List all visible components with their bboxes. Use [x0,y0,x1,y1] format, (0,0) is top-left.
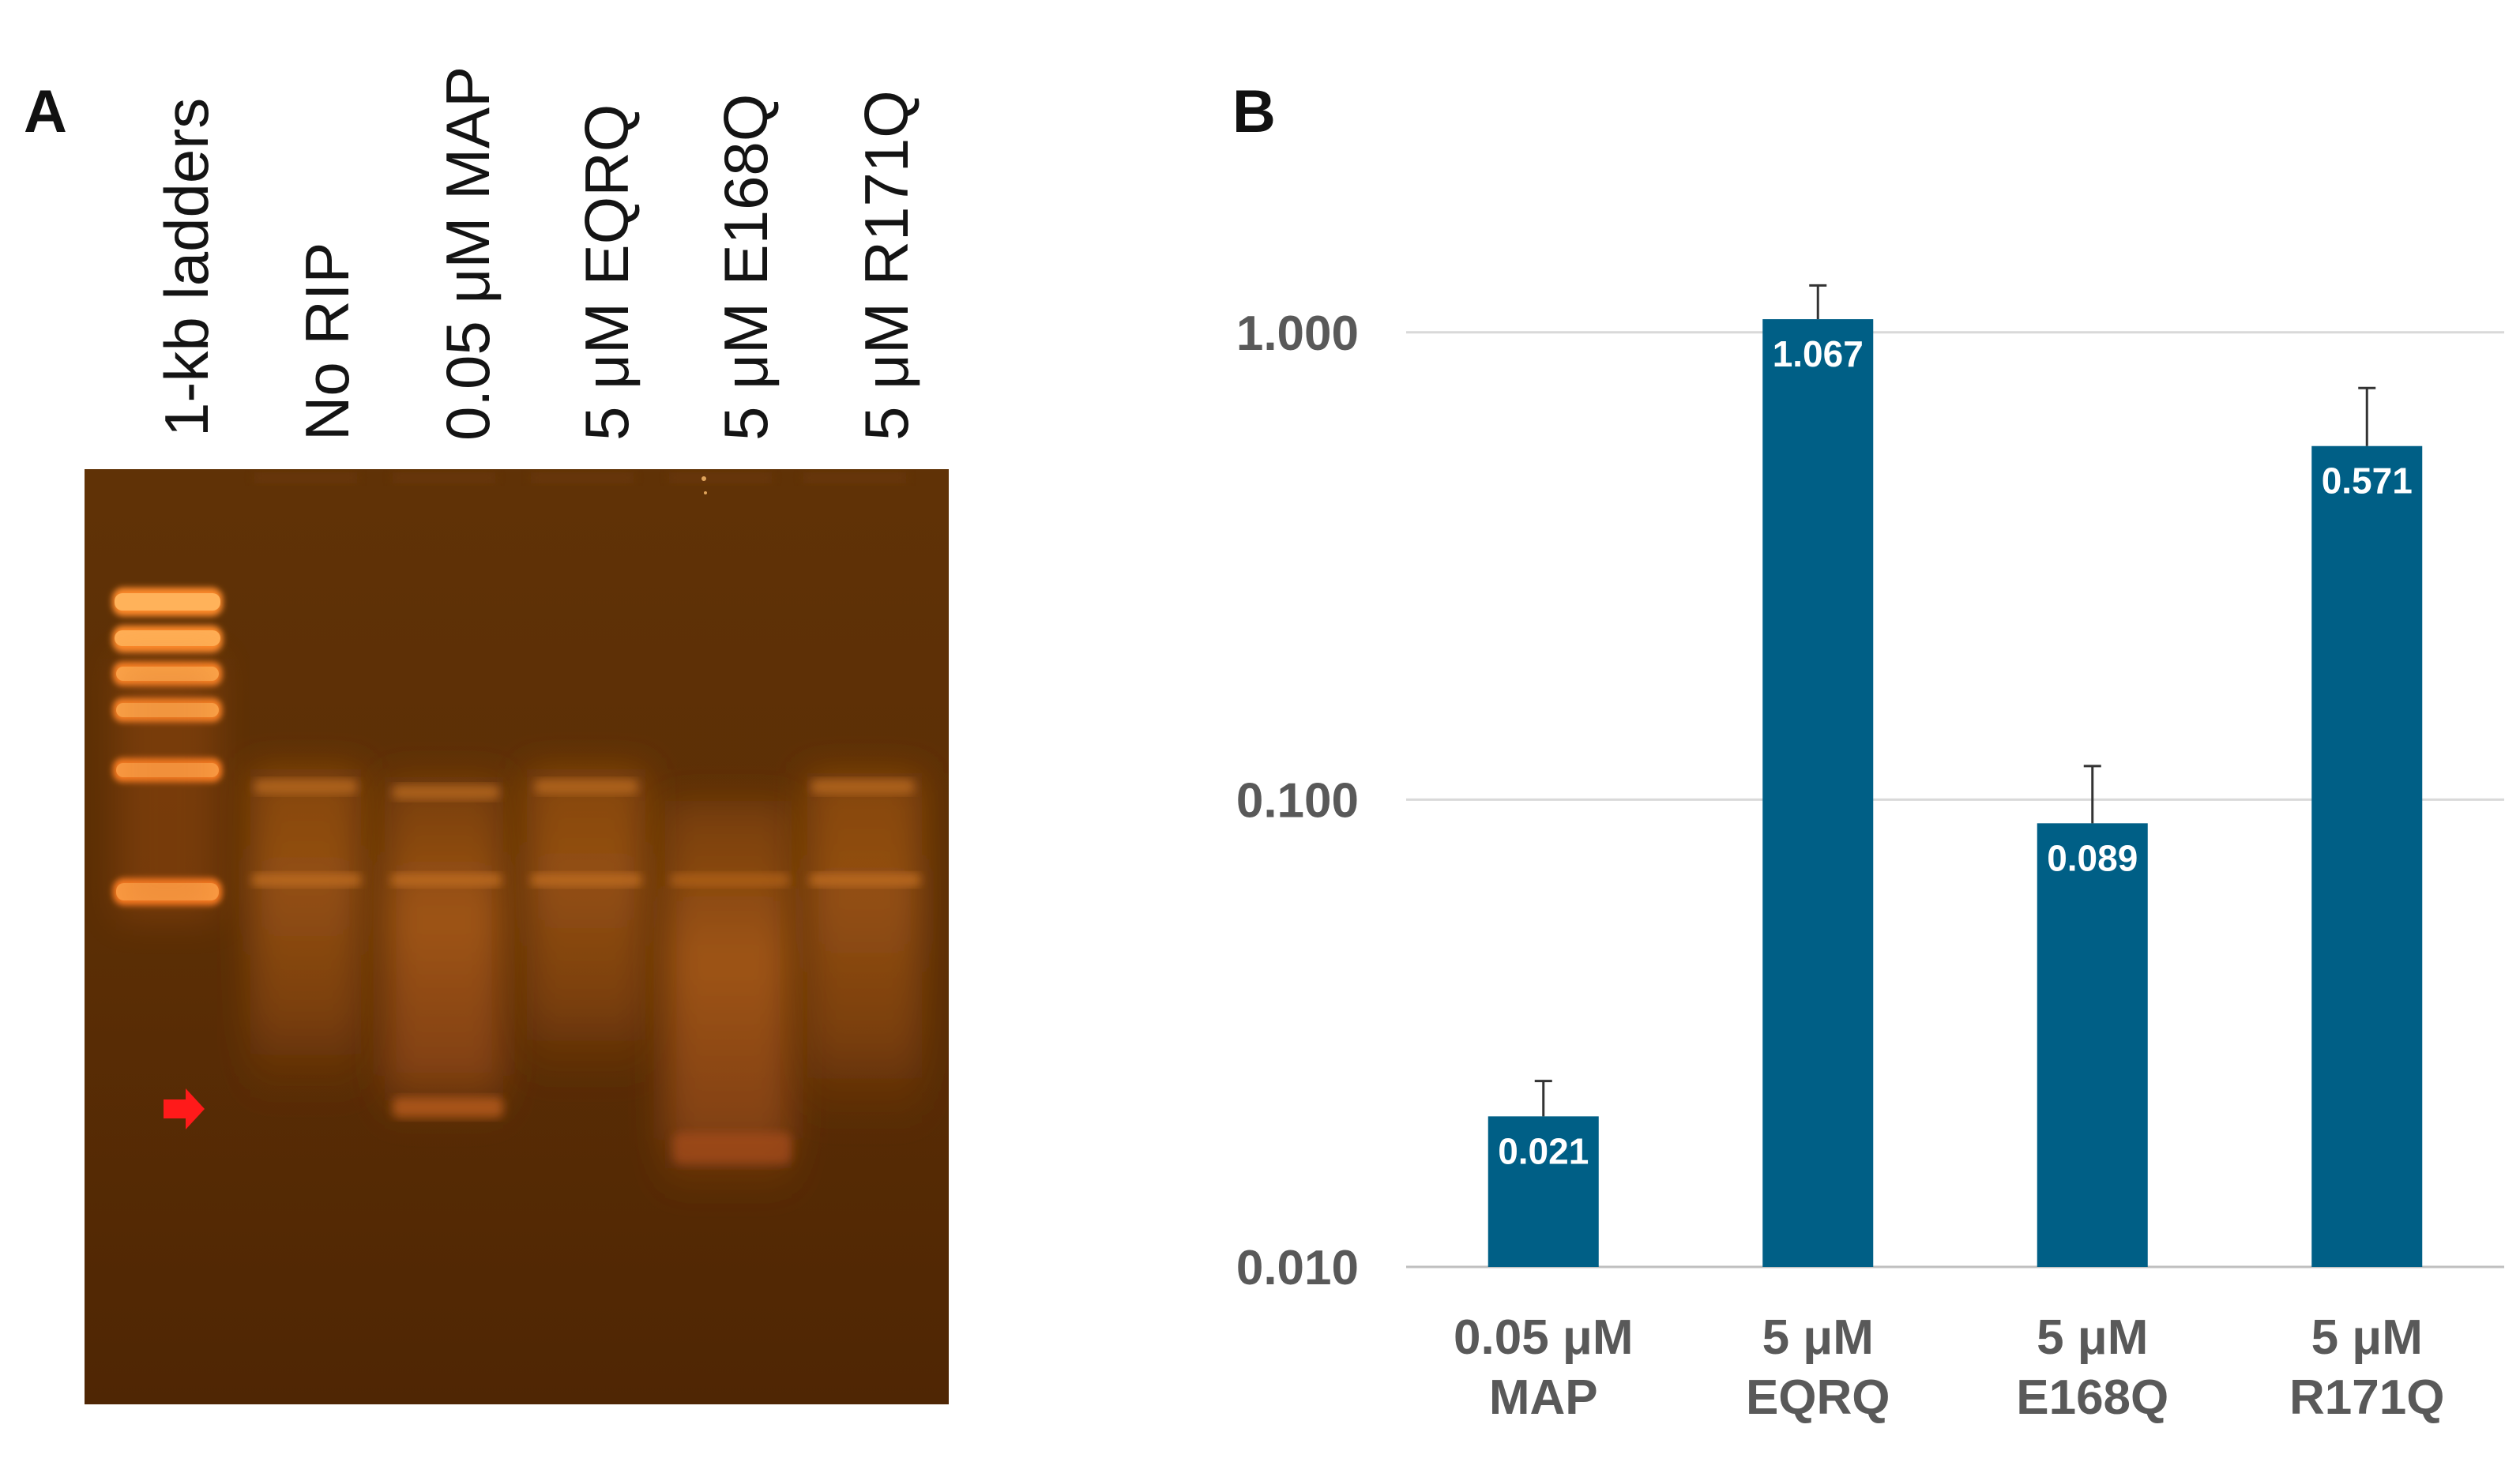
bars [1488,284,2423,1267]
category-label-1-1: EQRQ [1746,1370,1890,1425]
category-label-0-1: MAP [1489,1370,1598,1425]
data-label-3: 0.571 [2322,460,2413,502]
red-arrow-icon [164,1088,205,1129]
bar-1 [1762,319,1874,1267]
lane-label-ladder: 1-kb ladders [152,97,221,437]
lane-label-no-rip: No RIP [292,242,362,441]
y-tick-label-2: 1.000 [1236,306,1359,361]
category-label-2-0: 5 μM [2037,1310,2148,1365]
category-label-0-0: 0.05 μM [1454,1310,1633,1365]
category-label-3-1: R171Q [2289,1370,2444,1425]
data-label-2: 0.089 [2047,837,2138,878]
lane-label-map: 0.05 μM MAP [433,66,502,441]
y-tick-label-1: 0.100 [1236,773,1359,828]
category-label-2-1: E168Q [2016,1370,2168,1425]
bar-2 [2037,823,2148,1267]
low-mw-bands [393,1097,792,1164]
bar-0 [1488,1116,1599,1267]
gel-speck [701,476,707,494]
gel-image [85,469,949,1404]
panel-letter-a: A [24,78,67,145]
bar-3 [2311,445,2423,1267]
data-label-0: 0.021 [1498,1130,1589,1171]
lane-label-r171q: 5 μM R171Q [852,90,921,441]
category-label-1-0: 5 μM [1762,1310,1874,1365]
gel-background [85,469,949,1404]
gel-wells [254,472,906,483]
category-label-3-0: 5 μM [2311,1310,2423,1365]
lane-labels: 1-kb ladders No RIP 0.05 μM MAP 5 μM EQR… [0,0,948,458]
ladder-bands [112,588,223,919]
lane-label-eqrq: 5 μM EQRQ [572,103,641,441]
high-mw-bands [252,780,920,886]
sample-lane-smears [250,769,922,1196]
data-label-1: 1.067 [1773,333,1864,374]
y-tick-label-0: 0.010 [1236,1241,1359,1295]
panel-letter-b: B [1232,78,1276,145]
lane-label-e168q: 5 μM E168Q [711,93,780,441]
